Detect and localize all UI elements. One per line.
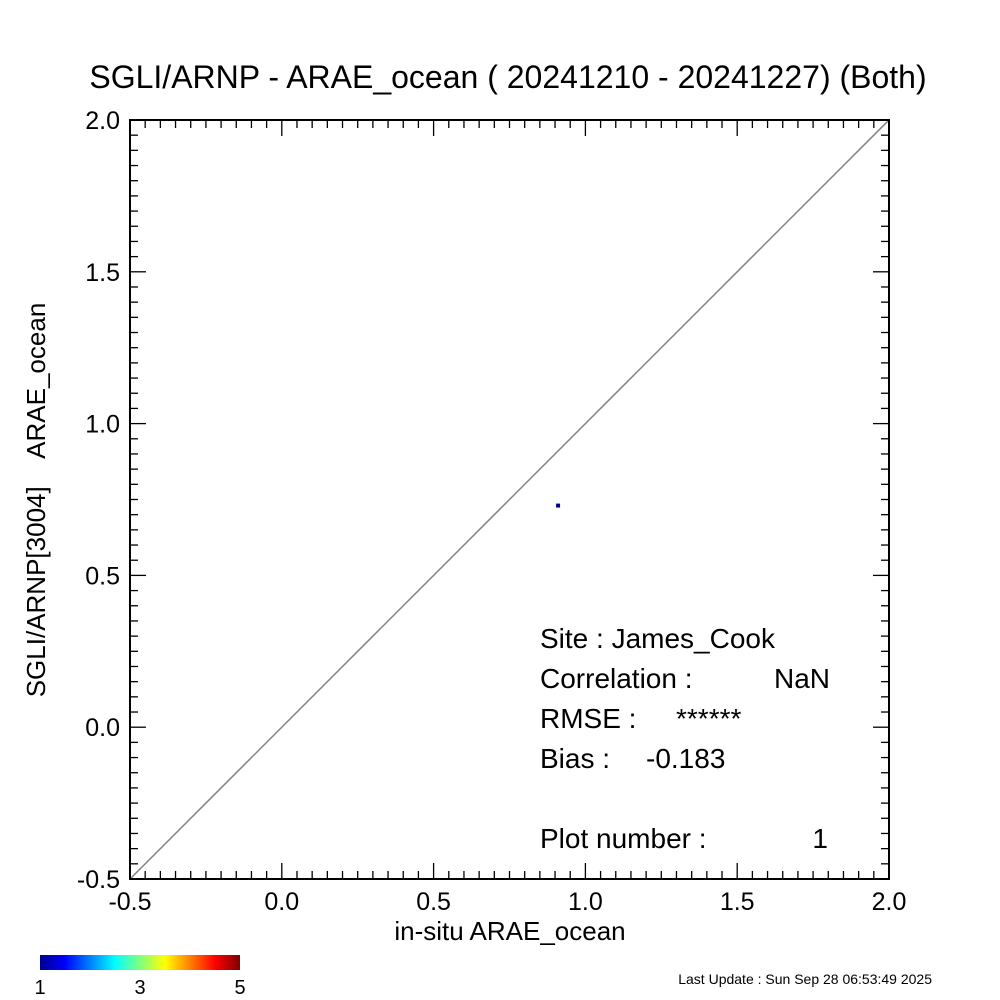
stat-bias-value: -0.183	[646, 743, 725, 774]
y-tick-label: 1.0	[85, 411, 120, 439]
x-tick-label: 1.5	[720, 888, 755, 916]
colorbar-tick-label: 3	[134, 977, 145, 999]
stat-bias-label: Bias :	[540, 743, 610, 774]
colorbar: 1 3 5	[34, 955, 246, 999]
colorbar-gradient	[40, 955, 240, 970]
data-points	[556, 503, 561, 508]
plot-area: -0.5 0.0 0.5 1.0 1.5 2.0 -0.5 0.0 0.5 1.0 1.5 2.0	[77, 107, 906, 916]
stat-site: Site : James_Cook	[540, 623, 776, 654]
stat-rmse-value: ******	[676, 703, 741, 734]
x-tick-label: 1.0	[568, 888, 603, 916]
y-tick-label: -0.5	[77, 866, 120, 894]
plot-frame	[129, 119, 890, 880]
x-tick-label: -0.5	[108, 888, 151, 916]
y-tick-label: 1.5	[85, 259, 120, 287]
tick-labels: -0.5 0.0 0.5 1.0 1.5 2.0 -0.5 0.0 0.5 1.0 1.5 2.0	[77, 107, 906, 916]
tick-marks	[129, 119, 890, 880]
y-axis-label: SGLI/ARNP[3004] ARAE_ocean	[21, 303, 51, 698]
stat-plot-number-value: 1	[812, 823, 828, 854]
y-tick-label: 2.0	[85, 107, 120, 135]
stat-correlation-label: Correlation :	[540, 663, 693, 694]
data-point	[556, 503, 561, 508]
x-tick-label: 2.0	[872, 888, 907, 916]
x-axis-label: in-situ ARAE_ocean	[394, 916, 625, 946]
stat-plot-number-label: Plot number :	[540, 823, 707, 854]
stat-rmse-label: RMSE :	[540, 703, 636, 734]
y-tick-label: 0.0	[85, 714, 120, 742]
chart-title: SGLI/ARNP - ARAE_ocean ( 20241210 - 2024…	[89, 59, 926, 95]
x-tick-label: 0.5	[416, 888, 451, 916]
colorbar-tick-label: 1	[34, 977, 45, 999]
stat-correlation-value: NaN	[774, 663, 830, 694]
x-tick-label: 0.0	[264, 888, 299, 916]
stats-box: Site : James_Cook Correlation : NaN RMSE…	[540, 623, 830, 854]
colorbar-tick-label: 5	[234, 977, 245, 999]
one-to-one-line	[129, 119, 890, 880]
last-update-text: Last Update : Sun Sep 28 06:53:49 2025	[678, 971, 932, 987]
y-tick-label: 0.5	[85, 562, 120, 590]
colorbar-labels: 1 3 5	[34, 977, 245, 999]
